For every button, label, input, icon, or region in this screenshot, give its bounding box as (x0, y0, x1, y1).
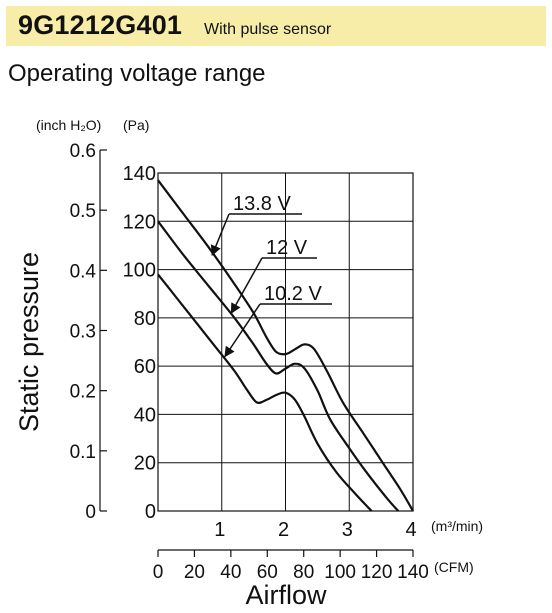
x-tick-label-cfm: 20 (184, 562, 205, 583)
y-tick-label-inch: 0.6 (70, 141, 96, 162)
x-axis-title: Airflow (245, 580, 327, 610)
y-unit-pa: (Pa) (123, 117, 149, 133)
x-tick-label-cfm: 40 (220, 562, 241, 583)
series-label: 12 V (266, 237, 308, 259)
series-label-leader (224, 303, 261, 358)
x-unit-m3: (m³/min) (431, 518, 483, 534)
y-tick-label-inch: 0.1 (70, 442, 96, 463)
x-tick-label-cfm: 140 (397, 562, 429, 583)
series-label: 13.8 V (233, 193, 291, 215)
series-label: 10.2 V (264, 283, 322, 305)
curve-10-2v (157, 273, 373, 512)
y-tick-label-pa: 100 (123, 260, 156, 282)
y-tick-label-pa: 60 (134, 356, 156, 378)
y-tick-label-inch: 0 (85, 502, 96, 523)
curve-12v (157, 220, 400, 512)
section-title: Operating voltage range (8, 60, 266, 87)
series-label-leader (210, 213, 230, 257)
x-tick-label-cfm: 60 (257, 562, 278, 583)
y-tick-label-pa: 140 (123, 163, 156, 185)
series-label-leader (230, 257, 263, 314)
x-tick-label-cfm: 0 (153, 562, 164, 583)
x-tick-label-cfm: 100 (324, 562, 356, 583)
y-tick-label-inch: 0.3 (70, 322, 96, 343)
x-tick-label-cfm: 80 (293, 562, 314, 583)
x-tick-label-m3: 4 (405, 519, 416, 541)
y-tick-label-pa: 20 (134, 453, 156, 475)
y-tick-label-inch: 0.5 (70, 201, 96, 222)
y-axis-title: Static pressure (14, 252, 44, 432)
y-tick-label-inch: 0.2 (70, 382, 96, 403)
model-header-band: 9G1212G401 With pulse sensor (6, 6, 546, 46)
x-tick-label-m3: 1 (214, 519, 225, 541)
model-number: 9G1212G401 (18, 10, 183, 40)
curve-13-8v (157, 179, 414, 512)
y-tick-label-inch: 0.4 (70, 261, 97, 282)
y-tick-label-pa: 40 (134, 404, 156, 426)
x-tick-label-cfm: 120 (361, 562, 393, 583)
x-unit-cfm: (CFM) (434, 559, 474, 575)
x-tick-label-m3: 3 (342, 519, 353, 541)
y-tick-label-pa: 120 (123, 211, 156, 233)
y-tick-label-pa: 80 (134, 308, 156, 330)
y-tick-label-pa: 0 (145, 501, 156, 523)
x-tick-label-m3: 2 (278, 519, 289, 541)
y-unit-inch: (inch H₂O) (36, 117, 101, 133)
model-subtitle: With pulse sensor (204, 21, 332, 38)
